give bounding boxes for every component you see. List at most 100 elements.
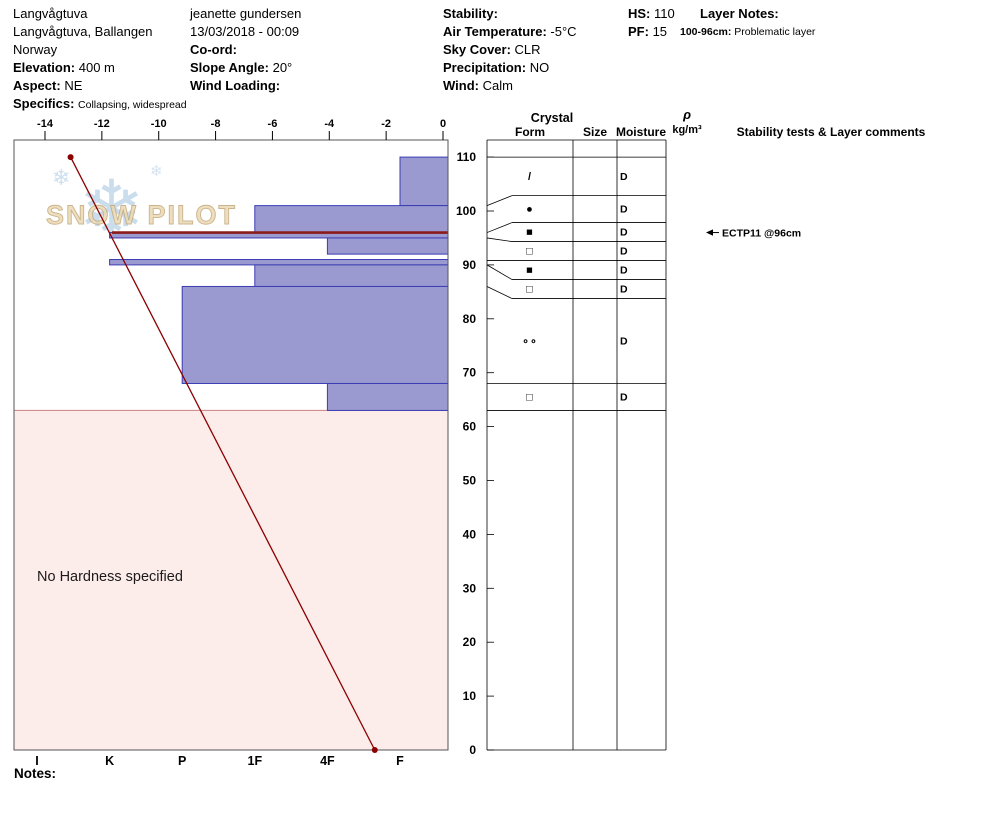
layer-note-item: 100-96cm: Problematic layer bbox=[680, 23, 815, 41]
layer-bar bbox=[254, 264, 449, 287]
layer-notes-title: Layer Notes: bbox=[700, 6, 779, 21]
temp-point bbox=[371, 747, 378, 753]
hardness-tick-label: K bbox=[105, 754, 114, 768]
size-header: Size bbox=[583, 125, 607, 139]
hardness-tick-label: I bbox=[35, 754, 38, 768]
temp-tick-label: -14 bbox=[37, 118, 54, 130]
grain-form-symbol: ∘∘ bbox=[522, 336, 538, 348]
hardness-tick-label: 4F bbox=[320, 754, 335, 768]
notes-row: Notes: bbox=[14, 766, 56, 781]
snowpilot-watermark: ❄❄ ❄SNOW PILOT bbox=[46, 163, 237, 254]
moisture-value: D bbox=[620, 284, 628, 296]
header-totals-block: HS: 110 PF: 15 bbox=[628, 5, 675, 41]
depth-tick-label: 100 bbox=[456, 204, 476, 218]
specifics-value: Collapsing, widespread bbox=[78, 99, 187, 111]
axes: -14 -12 -10 -8 -6 -4 -2 0I K P 1F 4F F11010090807060… bbox=[13, 118, 494, 768]
grain-form-symbol: ■ bbox=[526, 227, 534, 239]
density-symbol-header: ρ bbox=[682, 107, 691, 122]
elevation-label: Elevation: bbox=[13, 60, 76, 75]
test-annotation: ECTP11 @96cm bbox=[722, 227, 801, 239]
depth-tick-label: 40 bbox=[463, 527, 477, 541]
depth-tick-label: 50 bbox=[463, 474, 477, 488]
depth-tick-label: 20 bbox=[463, 635, 477, 649]
grain-form-symbol: □ bbox=[526, 391, 534, 403]
header-location-block: Langvågtuva Langvågtuva, Ballangen Norwa… bbox=[13, 5, 187, 114]
layer-bar bbox=[399, 156, 449, 207]
layer-bar bbox=[326, 382, 449, 411]
density-unit-header: kg/m³ bbox=[672, 124, 702, 136]
depth-tick-label: 90 bbox=[463, 258, 477, 272]
layer-note-text: Problematic layer bbox=[734, 26, 816, 38]
slope-angle-value: 20° bbox=[272, 60, 293, 75]
hardness-tick-label: P bbox=[178, 754, 186, 768]
moisture-value: D bbox=[620, 246, 628, 258]
no-hardness-label: No Hardness specified bbox=[37, 569, 183, 585]
snowflake-icon: ❄ bbox=[52, 165, 70, 190]
aspect-row: Aspect: NE bbox=[13, 77, 187, 95]
hs-row: HS: 110 bbox=[628, 5, 675, 23]
slope-angle-row: Slope Angle: 20° bbox=[190, 59, 301, 77]
grain-form-symbol: ● bbox=[526, 204, 534, 216]
depth-tick-label: 110 bbox=[457, 150, 477, 164]
grain-form-symbol: / bbox=[528, 171, 532, 183]
temp-tick-label: -4 bbox=[324, 118, 335, 130]
temp-tick-label: -6 bbox=[268, 118, 278, 130]
site-area: Langvågtuva, Ballangen bbox=[13, 24, 153, 39]
no-hardness-region: No Hardness specified bbox=[14, 409, 448, 750]
sky-cover-label: Sky Cover: bbox=[443, 42, 511, 57]
snowflake-icon: ❄ bbox=[150, 163, 163, 180]
moisture-value: D bbox=[620, 227, 628, 239]
crystal-header: Crystal bbox=[531, 111, 573, 125]
layer-bar bbox=[326, 237, 449, 255]
temperature-line bbox=[67, 154, 378, 753]
temp-tick-label: 0 bbox=[440, 118, 446, 130]
moisture-value: D bbox=[620, 391, 628, 403]
stability-label: Stability: bbox=[443, 6, 498, 21]
coord-label: Co-ord: bbox=[190, 42, 237, 57]
layer-bar bbox=[254, 205, 449, 234]
layer-bar bbox=[181, 285, 449, 384]
temp-tick-label: -8 bbox=[211, 118, 221, 130]
header-observer-block: jeanette gundersen 13/03/2018 - 00:09 Co… bbox=[190, 5, 301, 95]
precip-label: Precipitation: bbox=[443, 60, 527, 75]
pf-label: PF: bbox=[628, 24, 649, 39]
header-conditions-block: Stability: Air Temperature: -5°C Sky Cov… bbox=[443, 5, 577, 95]
wind-loading-row: Wind Loading: bbox=[190, 77, 301, 95]
hardness-bars bbox=[109, 156, 449, 411]
precip-row: Precipitation: NO bbox=[443, 59, 577, 77]
layer-bar bbox=[109, 259, 449, 266]
specifics-row: Specifics: Collapsing, widespread bbox=[13, 95, 187, 114]
site-country: Norway bbox=[13, 42, 58, 57]
left-arrow-icon bbox=[706, 229, 713, 236]
sky-cover-row: Sky Cover: CLR bbox=[443, 41, 577, 59]
observation-datetime: 13/03/2018 - 00:09 bbox=[190, 24, 300, 39]
watermark-text: SNOW PILOT bbox=[46, 200, 237, 230]
grain-form-symbol: □ bbox=[526, 246, 534, 258]
layer-note-range: 100-96cm: bbox=[680, 26, 732, 38]
temp-tick-label: -10 bbox=[151, 118, 167, 130]
temp-tick-label: -2 bbox=[381, 118, 391, 130]
hardness-tick-label: 1F bbox=[248, 754, 263, 768]
moisture-value: D bbox=[620, 265, 628, 277]
moisture-value: D bbox=[620, 171, 628, 183]
form-header: Form bbox=[515, 125, 545, 139]
depth-tick-label: 10 bbox=[463, 689, 477, 703]
grain-form-symbol: □ bbox=[526, 284, 534, 296]
temp-tick-label: -12 bbox=[94, 118, 110, 130]
notes-label: Notes: bbox=[14, 766, 57, 781]
wind-label: Wind: bbox=[443, 78, 479, 93]
pf-value: 15 bbox=[652, 24, 668, 39]
depth-tick-label: 60 bbox=[463, 420, 477, 434]
moisture-value: D bbox=[620, 336, 628, 348]
elevation-row: Elevation: 400 m bbox=[13, 59, 187, 77]
hs-value: 110 bbox=[654, 6, 675, 21]
elevation-value: 400 m bbox=[78, 60, 115, 75]
snowflake-icon: ❄ bbox=[78, 165, 145, 254]
precip-value: NO bbox=[529, 60, 550, 75]
hs-label: HS: bbox=[628, 6, 651, 21]
moisture-header: Moisture bbox=[616, 125, 666, 139]
wind-value: Calm bbox=[482, 78, 513, 93]
